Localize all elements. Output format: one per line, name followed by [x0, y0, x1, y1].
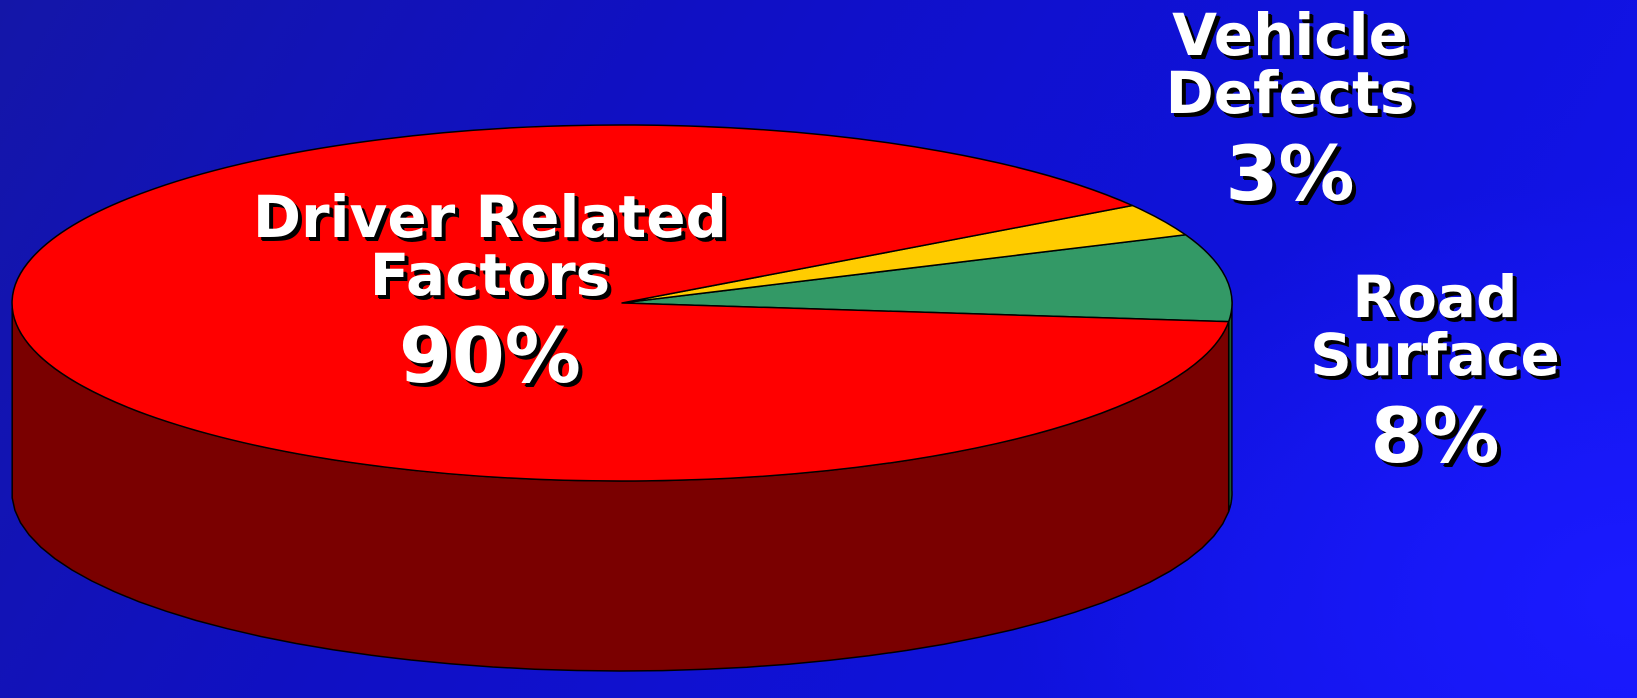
- label-road-name: Road Surface: [1310, 263, 1560, 389]
- pie-tops: [11, 124, 1233, 482]
- label-driver-percent: 90%: [399, 311, 581, 400]
- pie-slice-driver-related-factors: [11, 124, 1230, 482]
- pie-slice-road-surface: [621, 234, 1233, 323]
- label-road-percent: 8%: [1370, 391, 1500, 480]
- label-vehicle-name: Vehicle Defects: [1165, 1, 1415, 127]
- label-road-surface: Road Surface 8%: [1285, 268, 1585, 474]
- label-vehicle-percent: 3%: [1225, 129, 1355, 218]
- label-driver-name: Driver Related Factors: [252, 183, 728, 309]
- label-driver-related-factors: Driver Related Factors 90%: [230, 188, 750, 394]
- label-vehicle-defects: Vehicle Defects 3%: [1140, 6, 1440, 212]
